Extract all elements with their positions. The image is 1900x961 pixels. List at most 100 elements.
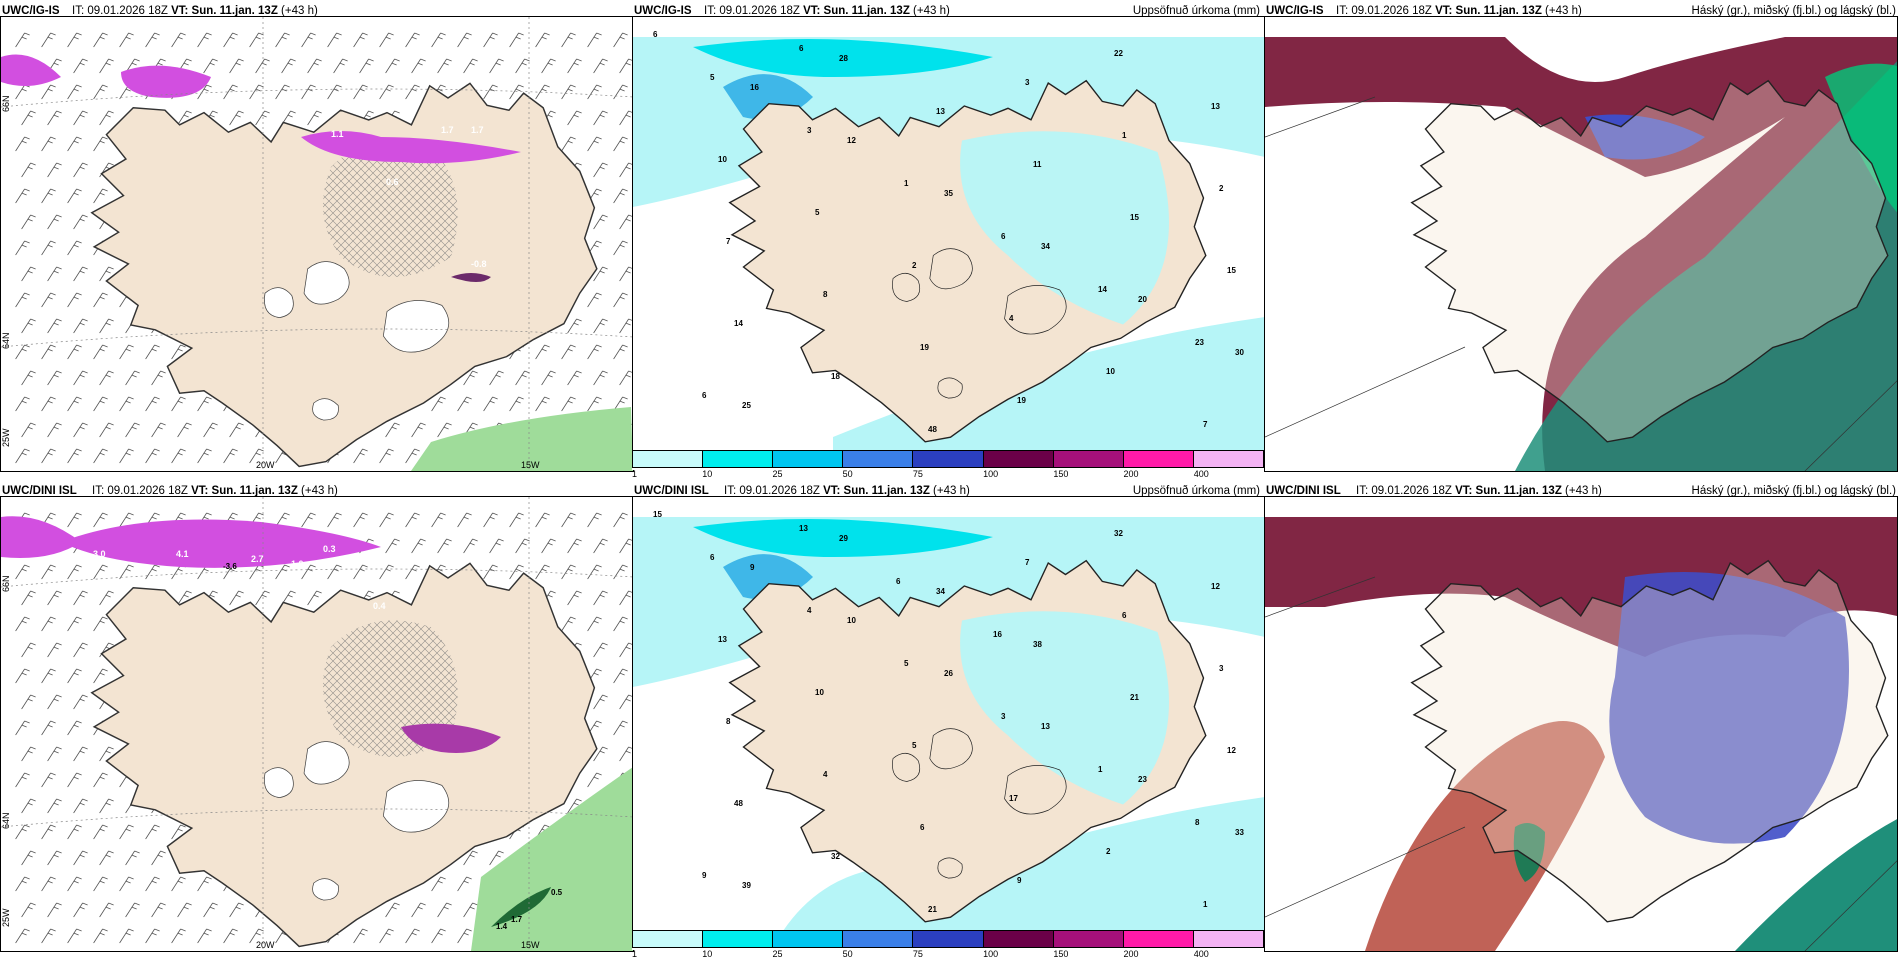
lat-label: 25W (1, 428, 11, 447)
precip-value-label: 4 (807, 606, 812, 615)
init-time: IT: 09.01.2026 18Z (724, 485, 820, 497)
cloud-mid-area (1585, 114, 1705, 160)
precip-band (401, 723, 501, 753)
run-info: IT: 09.01.2026 18Z VT: Sun. 11.jan. 13Z … (704, 5, 950, 17)
inland-precip (960, 611, 1169, 805)
run-info: IT: 09.01.2026 18Z VT: Sun. 11.jan. 13Z … (1336, 5, 1582, 17)
field-value-label: -0.8 (471, 259, 487, 269)
precip-band (451, 273, 491, 282)
precip-value-label: 22 (1114, 49, 1123, 58)
precip-band (61, 519, 381, 568)
precip-value-label: 10 (847, 616, 856, 625)
precip-value-label: 14 (1098, 285, 1107, 294)
init-time: IT: 09.01.2026 18Z (72, 5, 168, 17)
colorbar-tick: 200 (1123, 469, 1139, 479)
precip-value-label: 6 (1001, 232, 1006, 241)
precip-value-label: 48 (928, 425, 937, 434)
map-frame: 6 16 12 35 34 20 30 25 28 13 11 15 15 14 18 48 3 1 2 7 8 19 19… (632, 16, 1266, 452)
precip-band (301, 131, 521, 164)
field-value-label: 0.6 (386, 177, 399, 187)
precip-value-label: 13 (1211, 102, 1220, 111)
precip-value-label: 28 (839, 54, 848, 63)
precip-value-label: 34 (936, 587, 945, 596)
precip-value-label: 23 (1195, 338, 1204, 347)
precip-value-label: 7 (1203, 420, 1208, 429)
green-area (471, 767, 633, 951)
colorbar-tick: 10 (702, 469, 713, 479)
colorbar-segment (773, 451, 844, 467)
map-frame: 20W 15W 66N 64N 25W 3.0 4.1 2.7 1.0 0.3 -3.6 0.4 0.5… (0, 496, 634, 952)
precip-value-label: 38 (1033, 640, 1042, 649)
precip-value-label: 26 (944, 669, 953, 678)
precip-band (1, 54, 61, 86)
precip-area (693, 519, 993, 557)
precip-value-label: 12 (1211, 582, 1220, 591)
panel-header: UWC/IG-IS IT: 09.01.2026 18Z VT: Sun. 11.… (0, 2, 632, 24)
wind-map: 20W 15W 66N 64N 25W 3.0 4.1 2.7 1.0 0.3 -3.6 0.4 0.5… (1, 497, 633, 951)
lat-label: 25W (1, 908, 11, 927)
projection-lines (1265, 576, 1897, 951)
colorbar-tick: 150 (1053, 469, 1069, 479)
lead-time: (+43 h) (1545, 5, 1582, 17)
valid-time: VT: Sun. 11.jan. 13Z (1435, 5, 1542, 17)
field-value-label: 1.9 (196, 54, 209, 64)
precip-value-label: 32 (831, 852, 840, 861)
field-value-label: 1.7 (511, 915, 523, 924)
precip-value-label: 6 (1122, 611, 1127, 620)
precip-value-label: 6 (702, 391, 707, 400)
precip-value-label: 19 (1017, 396, 1026, 405)
cloud-low-area (1735, 819, 1897, 951)
field-value-label: 1.0 (291, 559, 304, 569)
precip-area (693, 39, 993, 77)
panel-header: UWC/DINI ISL IT: 09.01.2026 18Z VT: Sun. … (1264, 482, 1900, 504)
model-name: UWC/DINI ISL (2, 485, 77, 497)
cloud-map (1265, 17, 1897, 471)
projection-lines (1265, 96, 1897, 471)
panel-wind-bottom: UWC/DINI ISL IT: 09.01.2026 18Z VT: Sun. … (0, 480, 634, 952)
field-value-label: 1.0 (263, 82, 276, 92)
precip-value-label: 8 (726, 717, 731, 726)
precip-value-label: 16 (993, 630, 1002, 639)
precip-value-label: 7 (726, 237, 731, 246)
map-frame: 15 9 10 26 13 23 33 39 29 34 38 21 12 48 32 21 7 6 3 8 4 6 9 32… (632, 496, 1266, 932)
lead-time: (+43 h) (913, 5, 950, 17)
precip-value-label: 16 (750, 83, 759, 92)
precip-value-label: 3 (1219, 664, 1224, 673)
colorbar-tick: 1 (632, 949, 638, 959)
colorbar-segment (633, 931, 704, 947)
iceland-landmass (1410, 79, 1889, 443)
run-info: IT: 09.01.2026 18Z VT: Sun. 11.jan. 13Z … (1356, 485, 1602, 497)
colorbar-tick: 75 (912, 469, 923, 479)
precip-value-label: 13 (799, 524, 808, 533)
precip-value-label: 10 (718, 155, 727, 164)
colorbar-segment (913, 931, 984, 947)
model-name: UWC/IG-IS (1266, 5, 1324, 17)
green-area (411, 407, 633, 471)
valid-time: VT: Sun. 11.jan. 13Z (171, 5, 278, 17)
precip-map: 6161235342030252813111515141848312781919… (633, 17, 1265, 451)
colorbar-tick: 50 (842, 469, 853, 479)
colorbar-tick: 75 (912, 949, 923, 959)
precip-value-label: 3 (1025, 78, 1030, 87)
panel-header: UWC/IG-IS IT: 09.01.2026 18Z VT: Sun. 11.… (1264, 2, 1900, 24)
field-title: Uppsöfnuð úrkoma (mm) (1132, 485, 1260, 497)
hatched-area (323, 620, 458, 757)
precip-value-label: 17 (1009, 794, 1018, 803)
precip-value-label: 15 (1227, 266, 1236, 275)
colorbar-tick: 25 (772, 469, 783, 479)
lat-label: 66N (1, 95, 11, 112)
precip-value-label: 6 (710, 553, 715, 562)
run-info: IT: 09.01.2026 18Z VT: Sun. 11.jan. 13Z … (724, 485, 970, 497)
precip-value-label: 1 (1122, 131, 1127, 140)
precip-value-label: 33 (1235, 828, 1244, 837)
graticule (1, 17, 633, 471)
precip-value-label: 3 (807, 126, 812, 135)
iceland-landmass (1410, 559, 1889, 923)
valid-time: VT: Sun. 11.jan. 13Z (1455, 485, 1562, 497)
colorbar-tick: 400 (1193, 469, 1209, 479)
precip-value-label: 6 (896, 577, 901, 586)
colorbar-tick: 50 (842, 949, 853, 959)
init-time: IT: 09.01.2026 18Z (1336, 5, 1432, 17)
field-value-label: 1.1 (331, 129, 344, 139)
colorbar-segment (1193, 451, 1263, 467)
